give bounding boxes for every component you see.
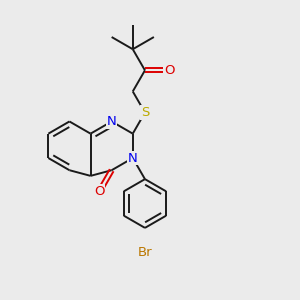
- Text: N: N: [107, 115, 116, 128]
- Text: Br: Br: [138, 246, 152, 259]
- Text: O: O: [164, 64, 175, 77]
- Text: O: O: [94, 185, 105, 198]
- Text: N: N: [128, 152, 138, 164]
- Text: S: S: [141, 106, 149, 119]
